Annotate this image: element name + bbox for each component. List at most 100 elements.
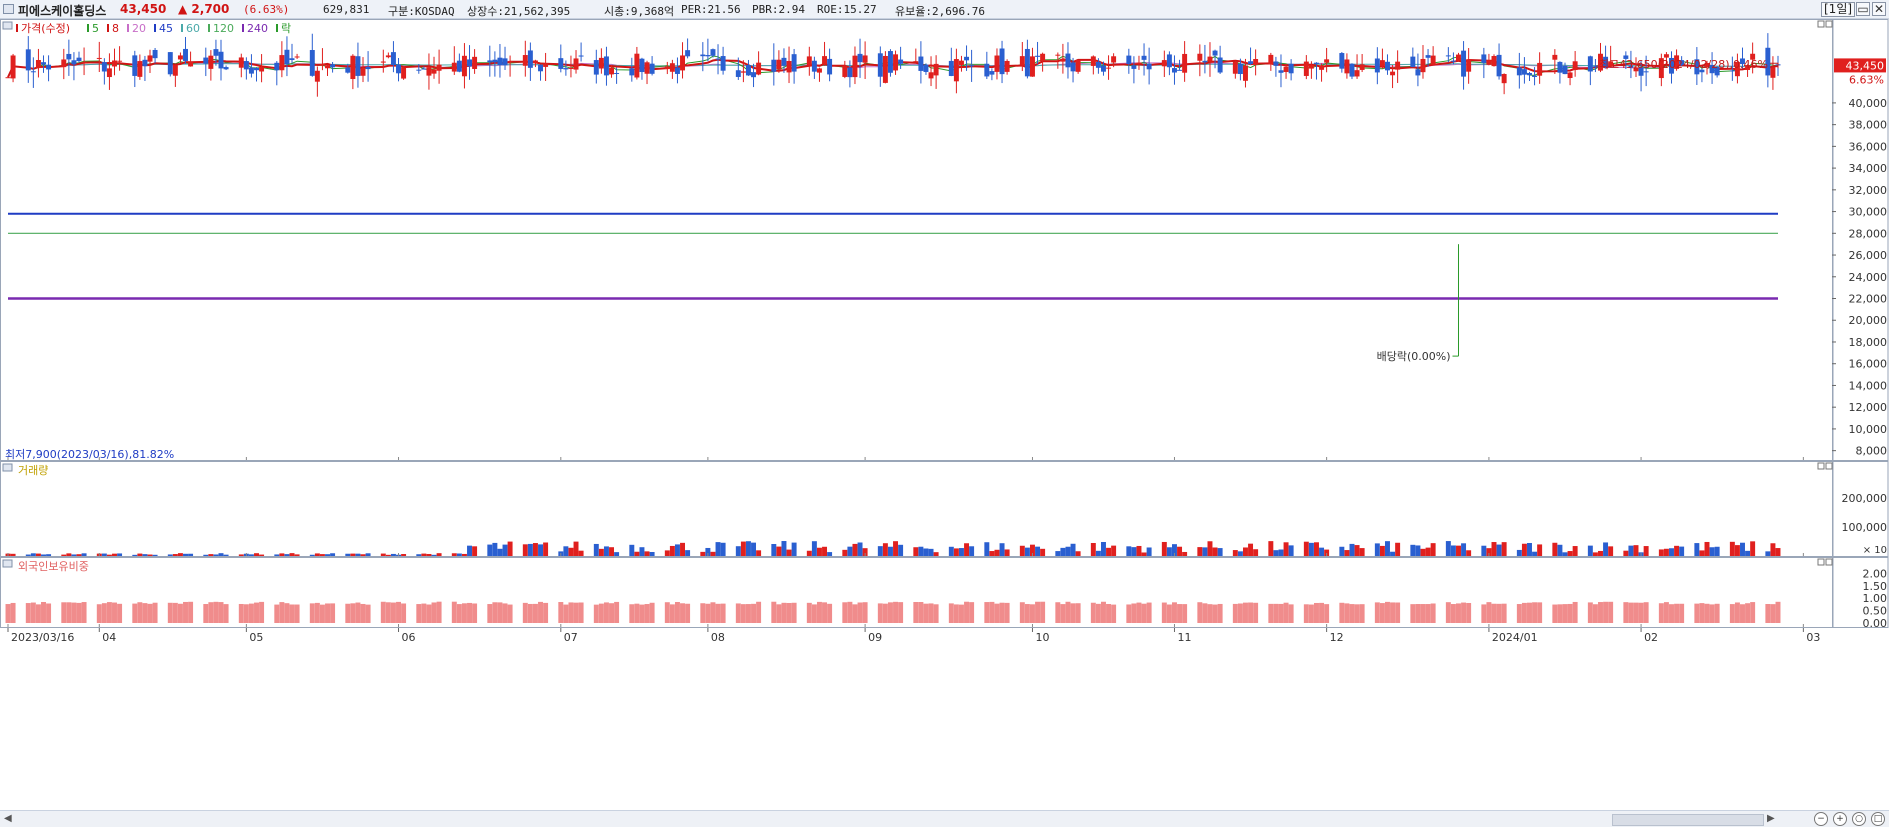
volume-bar — [1136, 545, 1142, 556]
scroll-thumb[interactable] — [1612, 814, 1764, 826]
candle — [1303, 61, 1309, 76]
restore-window-icon[interactable]: ▭ — [1856, 2, 1870, 16]
foreign-bar — [852, 604, 858, 623]
volume-bar — [254, 553, 259, 556]
volume-bar — [345, 553, 351, 556]
candle — [1212, 50, 1218, 56]
volume-bar — [948, 546, 954, 556]
stock-chart[interactable]: 가격(수정) 5 8 20 45 60 120 240 락최고43,650(2024/02/28… — [0, 19, 1889, 809]
header-menu-icon[interactable] — [3, 4, 14, 14]
foreign-bar — [568, 602, 574, 623]
volume-bar — [1694, 543, 1700, 556]
foreign-bar — [578, 602, 584, 623]
volume-bar — [416, 554, 422, 556]
candle — [1278, 70, 1284, 73]
foreign-bar — [887, 602, 893, 623]
volume-bar — [1024, 547, 1030, 556]
zoom-fit-icon[interactable]: □ — [1871, 812, 1885, 826]
volume-panel-axis — [1832, 461, 1889, 557]
panel-restore-icon[interactable] — [1817, 20, 1825, 28]
chart-scrollbar[interactable]: ◀ ▶ − + ○ □ — [0, 810, 1889, 827]
foreign-bar — [330, 603, 336, 623]
foreign-menu-icon[interactable] — [2, 559, 13, 568]
candle — [137, 61, 143, 77]
volume-bar — [1308, 542, 1314, 556]
foreign-bar — [1567, 603, 1573, 623]
foreign-bar — [1024, 604, 1030, 623]
candle — [1461, 50, 1467, 77]
volume-bar — [1004, 549, 1010, 556]
volume-menu-icon[interactable] — [2, 463, 13, 472]
candle — [847, 67, 853, 78]
volume-bar — [461, 553, 467, 556]
x-tick-label: 04 — [102, 631, 116, 644]
foreign-bar — [634, 603, 640, 623]
volume-bar — [1029, 544, 1035, 556]
volume-bar — [1237, 551, 1243, 556]
price-panel-axis — [1832, 19, 1889, 461]
candle — [213, 49, 219, 56]
foreign-bar — [877, 603, 883, 623]
foreign-bar — [309, 603, 315, 623]
close-window-icon[interactable]: ✕ — [1872, 2, 1886, 16]
volume-bar — [1699, 550, 1705, 556]
volume-bar — [46, 554, 52, 556]
foreign-bar — [969, 602, 975, 623]
volume-bar — [1111, 545, 1117, 556]
volume-bar — [1587, 545, 1593, 556]
low-annotation: 최저7,900(2023/03/16),81.82% — [5, 448, 174, 461]
foreign-bar — [1217, 603, 1223, 623]
candle — [664, 66, 670, 70]
volume-bar — [1106, 547, 1112, 556]
foreign-bar — [1374, 602, 1380, 623]
foreign-bar — [223, 604, 229, 623]
candle — [218, 51, 224, 69]
foreign-bar — [1679, 603, 1685, 623]
candle — [25, 49, 31, 71]
foreign-bar — [1288, 604, 1294, 623]
scroll-right-icon[interactable]: ▶ — [1767, 813, 1775, 824]
panel-restore-icon[interactable] — [1817, 558, 1825, 566]
volume-bar — [1349, 543, 1355, 556]
foreign-bar — [208, 602, 214, 623]
volume-bar — [259, 554, 265, 556]
panel-close-icon[interactable] — [1825, 558, 1833, 566]
panel-close-icon[interactable] — [1825, 20, 1833, 28]
volume-bar — [1598, 550, 1603, 556]
panel-menu-icon[interactable] — [2, 21, 13, 30]
candle — [1496, 54, 1502, 77]
shares-info: 상장수:21,562,395 — [467, 5, 571, 18]
zoom-reset-icon[interactable]: ○ — [1852, 812, 1866, 826]
candle — [700, 54, 706, 57]
candle — [1090, 56, 1096, 66]
candle — [132, 55, 138, 76]
foreign-bar — [35, 604, 41, 623]
x-tick-label: 02 — [1644, 631, 1658, 644]
candle — [1623, 55, 1629, 59]
foreign-bar — [1669, 604, 1674, 623]
candle — [842, 65, 848, 77]
candle — [1425, 55, 1431, 58]
zoom-out-icon[interactable]: − — [1814, 812, 1828, 826]
panel-close-icon[interactable] — [1825, 462, 1833, 470]
foreign-bar — [1055, 602, 1061, 623]
scroll-left-icon[interactable]: ◀ — [4, 813, 12, 824]
candle — [1182, 53, 1188, 73]
volume-bar — [847, 546, 853, 556]
panel-restore-icon[interactable] — [1817, 462, 1825, 470]
legend-ma-240: 240 — [247, 22, 268, 35]
foreign-bar — [1004, 602, 1010, 623]
volume-bar — [1131, 547, 1137, 556]
candle — [208, 55, 214, 69]
candle — [1344, 59, 1350, 74]
candle — [933, 63, 939, 76]
period-button[interactable]: [1일] — [1821, 2, 1856, 17]
candle — [416, 69, 422, 71]
stock-name: 피에스케이홀딩스 — [18, 4, 107, 18]
zoom-in-icon[interactable]: + — [1833, 812, 1847, 826]
volume-bar — [1324, 549, 1330, 556]
foreign-bar — [167, 602, 173, 623]
volume-bar — [1090, 542, 1096, 556]
volume-bar — [1572, 546, 1578, 556]
candle — [1481, 54, 1487, 64]
